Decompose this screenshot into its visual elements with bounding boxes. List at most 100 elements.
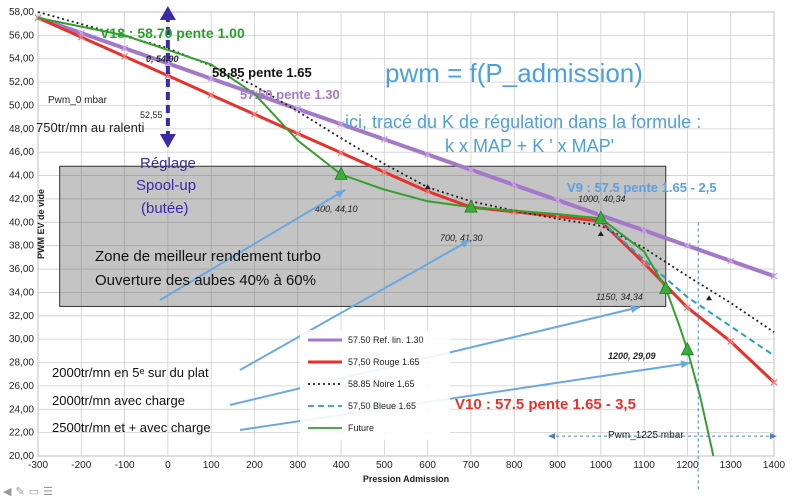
annotation-reglage1: Réglage bbox=[140, 155, 196, 172]
series-point-0 bbox=[510, 181, 518, 189]
annotation-pwm1225: Pwm_1225 mbar bbox=[608, 430, 684, 441]
series-line-3 bbox=[600, 220, 775, 357]
marker-label: 1200, 29,09 bbox=[608, 351, 656, 361]
y-tick-label: 48,00 bbox=[9, 124, 34, 135]
series-point-0 bbox=[337, 120, 345, 128]
x-axis-title: Pression Admission bbox=[363, 474, 449, 484]
y-tick-label: 44,00 bbox=[9, 171, 34, 182]
y-tick-label: 20,00 bbox=[9, 451, 34, 462]
x-tick-label: 1300 bbox=[720, 460, 743, 471]
annotation-v18: V18 : 58.70 pente 1.00 bbox=[100, 25, 245, 41]
legend-label-2: 58.85 Noire 1,65 bbox=[348, 379, 415, 389]
x-tick-label: 700 bbox=[463, 460, 480, 471]
marker-label: 1150, 34,34 bbox=[596, 292, 643, 302]
annotation-plat: 2000tr/mn en 5ᵉ sur du plat bbox=[52, 365, 209, 380]
x-tick-label: 1400 bbox=[763, 460, 786, 471]
chart-title: pwm = f(P_admission) bbox=[385, 58, 643, 88]
y-tick-label: 26,00 bbox=[9, 381, 34, 392]
black-series-marker bbox=[706, 295, 713, 301]
legend-label-3: 57,50 Bleue 1.65 bbox=[348, 401, 416, 411]
black-series-marker bbox=[597, 231, 604, 236]
annotation-v9: V9 : 57.5 pente 1.65 - 2,5 bbox=[567, 180, 717, 195]
annotation-ralenti: 750tr/mn au ralenti bbox=[36, 120, 145, 135]
series-point-1 bbox=[424, 187, 432, 195]
y-tick-label: 34,00 bbox=[9, 287, 34, 298]
x-tick-label: 1100 bbox=[633, 460, 655, 471]
marker-triangle bbox=[594, 210, 608, 224]
series-point-0 bbox=[424, 151, 432, 159]
series-line-0 bbox=[37, 15, 775, 278]
arrowhead bbox=[630, 305, 640, 313]
y-tick-label: 52,00 bbox=[9, 77, 34, 88]
y-tick-label: 42,00 bbox=[9, 194, 34, 205]
legend-label-1: 57,50 Rouge 1.65 bbox=[348, 357, 420, 367]
back-icon[interactable]: ◀ bbox=[3, 486, 12, 498]
arrowhead bbox=[770, 433, 777, 440]
annotation-v10: V10 : 57.5 pente 1.65 - 3,5 bbox=[455, 396, 636, 413]
marker-label: 700, 41,30 bbox=[440, 233, 483, 243]
series-point-1 bbox=[294, 130, 302, 137]
comment-icon[interactable]: ▭ bbox=[28, 486, 40, 498]
series-point-0 bbox=[207, 75, 215, 83]
x-tick-label: 0 bbox=[165, 460, 171, 471]
y-tick-label: 54,00 bbox=[9, 54, 34, 65]
series-point-1 bbox=[380, 168, 388, 176]
series-point-0 bbox=[770, 272, 778, 280]
y-tick-label: 30,00 bbox=[9, 334, 34, 345]
chart-subtitle-1: ici, tracé du K de régulation dans la fo… bbox=[345, 112, 701, 132]
arrowhead bbox=[460, 240, 470, 248]
black-series-marker bbox=[424, 184, 431, 190]
x-tick-label: -300 bbox=[28, 460, 48, 471]
marker-label: 1000, 40,34 bbox=[578, 194, 626, 204]
annotation-charge2000: 2000tr/mn avec charge bbox=[52, 393, 185, 408]
menu-icon[interactable]: ☰ bbox=[43, 486, 53, 498]
y-tick-label: 50,00 bbox=[9, 100, 34, 111]
annotation-p5255: 52,55 bbox=[140, 110, 163, 120]
zone-box bbox=[59, 165, 667, 307]
marker-triangle bbox=[464, 199, 478, 213]
arrowhead bbox=[680, 360, 690, 369]
x-tick-label: -100 bbox=[115, 460, 135, 471]
series-line-4 bbox=[37, 16, 715, 457]
edit-icon[interactable]: ✎ bbox=[15, 486, 25, 498]
series-line-1 bbox=[37, 16, 776, 384]
series-point-0 bbox=[121, 44, 129, 52]
series-point-1 bbox=[727, 338, 735, 345]
pointer-arrow bbox=[239, 239, 471, 371]
arrowhead bbox=[548, 433, 555, 440]
annotation-pwm0: Pwm_0 mbar bbox=[48, 95, 108, 106]
annotation-5750: 57.50 pente 1.30 bbox=[240, 87, 340, 102]
y-axis-title: PWM EV de vide bbox=[36, 189, 46, 259]
series-point-0 bbox=[554, 196, 561, 204]
y-tick-label: 46,00 bbox=[9, 147, 34, 158]
x-tick-label: 500 bbox=[376, 460, 393, 471]
x-tick-label: 300 bbox=[289, 460, 306, 471]
series-point-1 bbox=[121, 52, 129, 60]
series-point-1 bbox=[207, 91, 215, 99]
annotation-zone2: Ouverture des aubes 40% à 60% bbox=[95, 272, 316, 289]
series-point-0 bbox=[683, 242, 691, 250]
viewer-toolbar: ◀ ✎ ▭ ☰ bbox=[3, 485, 53, 498]
annotation-p0: 0, 54,90 bbox=[146, 54, 179, 64]
x-tick-label: 200 bbox=[246, 460, 263, 471]
series-point-0 bbox=[467, 166, 475, 174]
y-tick-label: 22,00 bbox=[9, 428, 34, 439]
marker-triangle bbox=[334, 166, 348, 180]
arrowhead bbox=[159, 134, 176, 148]
series-point-1 bbox=[251, 110, 258, 118]
marker-label: 400, 44,10 bbox=[315, 204, 358, 214]
y-tick-label: 38,00 bbox=[9, 241, 34, 252]
legend-box bbox=[300, 330, 450, 440]
annotation-reglage3: (butée) bbox=[141, 200, 189, 217]
y-tick-label: 36,00 bbox=[9, 264, 34, 275]
x-tick-label: 600 bbox=[419, 460, 436, 471]
marker-triangle bbox=[680, 341, 695, 356]
legend-label-4: Future bbox=[348, 423, 374, 433]
series-point-1 bbox=[337, 149, 345, 157]
marker-triangle bbox=[659, 280, 673, 294]
x-tick-label: 400 bbox=[333, 460, 350, 471]
x-tick-label: 1000 bbox=[590, 460, 613, 471]
x-tick-label: 900 bbox=[549, 460, 566, 471]
pointer-arrow bbox=[159, 189, 346, 301]
